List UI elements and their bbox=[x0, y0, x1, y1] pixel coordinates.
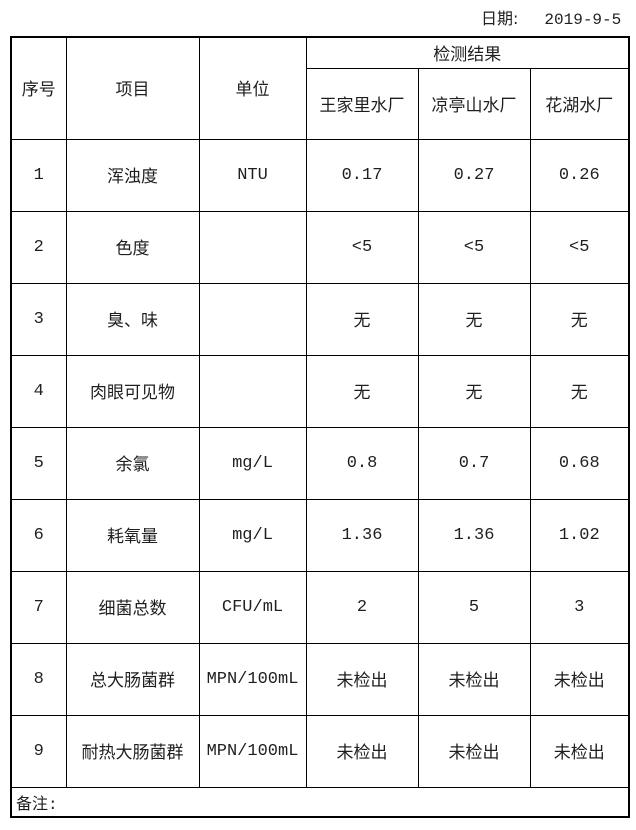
cell-unit bbox=[198, 210, 307, 284]
cell-value-wangjiali: 无 bbox=[305, 354, 419, 428]
cell-value-huahu: 3 bbox=[529, 570, 630, 644]
cell-seq: 6 bbox=[10, 498, 67, 572]
col-header-unit: 单位 bbox=[198, 36, 307, 140]
cell-item: 色度 bbox=[65, 210, 200, 284]
cell-value-wangjiali: 0.8 bbox=[305, 426, 419, 500]
cell-value-huahu: 无 bbox=[529, 354, 630, 428]
cell-unit: CFU/mL bbox=[198, 570, 307, 644]
cell-seq: 8 bbox=[10, 642, 67, 716]
table-body: 1 浑浊度 NTU 0.17 0.27 0.26 2 色度 <5 <5 <5 bbox=[10, 138, 630, 788]
cell-value-liangtingshan: 无 bbox=[417, 354, 531, 428]
cell-value-wangjiali: <5 bbox=[305, 210, 419, 284]
cell-unit: MPN/100mL bbox=[198, 642, 307, 716]
cell-value-liangtingshan: <5 bbox=[417, 210, 531, 284]
cell-seq: 4 bbox=[10, 354, 67, 428]
cell-item: 耐热大肠菌群 bbox=[65, 714, 200, 788]
cell-value-wangjiali: 0.17 bbox=[305, 138, 419, 212]
cell-value-wangjiali: 未检出 bbox=[305, 714, 419, 788]
table-row: 2 色度 <5 <5 <5 bbox=[10, 210, 630, 284]
table-row: 1 浑浊度 NTU 0.17 0.27 0.26 bbox=[10, 138, 630, 212]
cell-value-liangtingshan: 5 bbox=[417, 570, 531, 644]
col-header-item: 项目 bbox=[65, 36, 200, 140]
table-row: 3 臭、味 无 无 无 bbox=[10, 282, 630, 356]
cell-seq: 9 bbox=[10, 714, 67, 788]
cell-value-wangjiali: 1.36 bbox=[305, 498, 419, 572]
col-header-plant-huahu: 花湖水厂 bbox=[529, 67, 630, 140]
cell-value-wangjiali: 无 bbox=[305, 282, 419, 356]
cell-value-huahu: 无 bbox=[529, 282, 630, 356]
cell-unit: mg/L bbox=[198, 426, 307, 500]
cell-seq: 7 bbox=[10, 570, 67, 644]
cell-seq: 2 bbox=[10, 210, 67, 284]
cell-item: 臭、味 bbox=[65, 282, 200, 356]
cell-item: 肉眼可见物 bbox=[65, 354, 200, 428]
cell-item: 耗氧量 bbox=[65, 498, 200, 572]
date-line: 日期: 2019-9-5 bbox=[481, 5, 621, 29]
cell-value-liangtingshan: 未检出 bbox=[417, 714, 531, 788]
col-header-plant-wangjiali: 王家里水厂 bbox=[305, 67, 419, 140]
cell-item: 余氯 bbox=[65, 426, 200, 500]
cell-value-huahu: 1.02 bbox=[529, 498, 630, 572]
cell-item: 总大肠菌群 bbox=[65, 642, 200, 716]
table-row: 4 肉眼可见物 无 无 无 bbox=[10, 354, 630, 428]
header-row-group: 序号 项目 单位 检测结果 bbox=[10, 36, 630, 140]
col-header-results-group: 检测结果 bbox=[305, 36, 630, 69]
table-row: 9 耐热大肠菌群 MPN/100mL 未检出 未检出 未检出 bbox=[10, 714, 630, 788]
cell-value-huahu: <5 bbox=[529, 210, 630, 284]
remarks-row: 备注: bbox=[10, 786, 630, 818]
date-label: 日期: bbox=[481, 9, 519, 28]
cell-value-liangtingshan: 0.7 bbox=[417, 426, 531, 500]
cell-unit: MPN/100mL bbox=[198, 714, 307, 788]
table-header: 序号 项目 单位 检测结果 王家里水厂 凉亭山水厂 花湖水厂 bbox=[10, 36, 630, 140]
table-row: 7 细菌总数 CFU/mL 2 5 3 bbox=[10, 570, 630, 644]
cell-value-liangtingshan: 1.36 bbox=[417, 498, 531, 572]
table-row: 6 耗氧量 mg/L 1.36 1.36 1.02 bbox=[10, 498, 630, 572]
cell-seq: 1 bbox=[10, 138, 67, 212]
test-results-table: 序号 项目 单位 检测结果 王家里水厂 凉亭山水厂 花湖水厂 1 浑浊度 NTU… bbox=[10, 36, 630, 818]
header-row-plants: 王家里水厂 凉亭山水厂 花湖水厂 bbox=[11, 67, 630, 140]
cell-unit bbox=[198, 354, 307, 428]
cell-value-huahu: 0.26 bbox=[529, 138, 630, 212]
cell-unit: mg/L bbox=[198, 498, 307, 572]
cell-value-huahu: 未检出 bbox=[529, 714, 630, 788]
cell-value-huahu: 未检出 bbox=[529, 642, 630, 716]
cell-unit: NTU bbox=[198, 138, 307, 212]
cell-value-liangtingshan: 0.27 bbox=[417, 138, 531, 212]
date-value: 2019-9-5 bbox=[544, 11, 622, 29]
cell-item: 浑浊度 bbox=[65, 138, 200, 212]
table-row: 8 总大肠菌群 MPN/100mL 未检出 未检出 未检出 bbox=[10, 642, 630, 716]
cell-seq: 3 bbox=[10, 282, 67, 356]
col-header-plant-liangtingshan: 凉亭山水厂 bbox=[417, 67, 531, 140]
table-row: 5 余氯 mg/L 0.8 0.7 0.68 bbox=[10, 426, 630, 500]
remarks-cell: 备注: bbox=[10, 786, 630, 818]
cell-value-wangjiali: 2 bbox=[305, 570, 419, 644]
cell-unit bbox=[198, 282, 307, 356]
cell-seq: 5 bbox=[10, 426, 67, 500]
cell-item: 细菌总数 bbox=[65, 570, 200, 644]
table-footer: 备注: bbox=[10, 786, 630, 818]
cell-value-huahu: 0.68 bbox=[529, 426, 630, 500]
cell-value-liangtingshan: 未检出 bbox=[417, 642, 531, 716]
cell-value-wangjiali: 未检出 bbox=[305, 642, 419, 716]
cell-value-liangtingshan: 无 bbox=[417, 282, 531, 356]
col-header-seq: 序号 bbox=[10, 36, 67, 140]
